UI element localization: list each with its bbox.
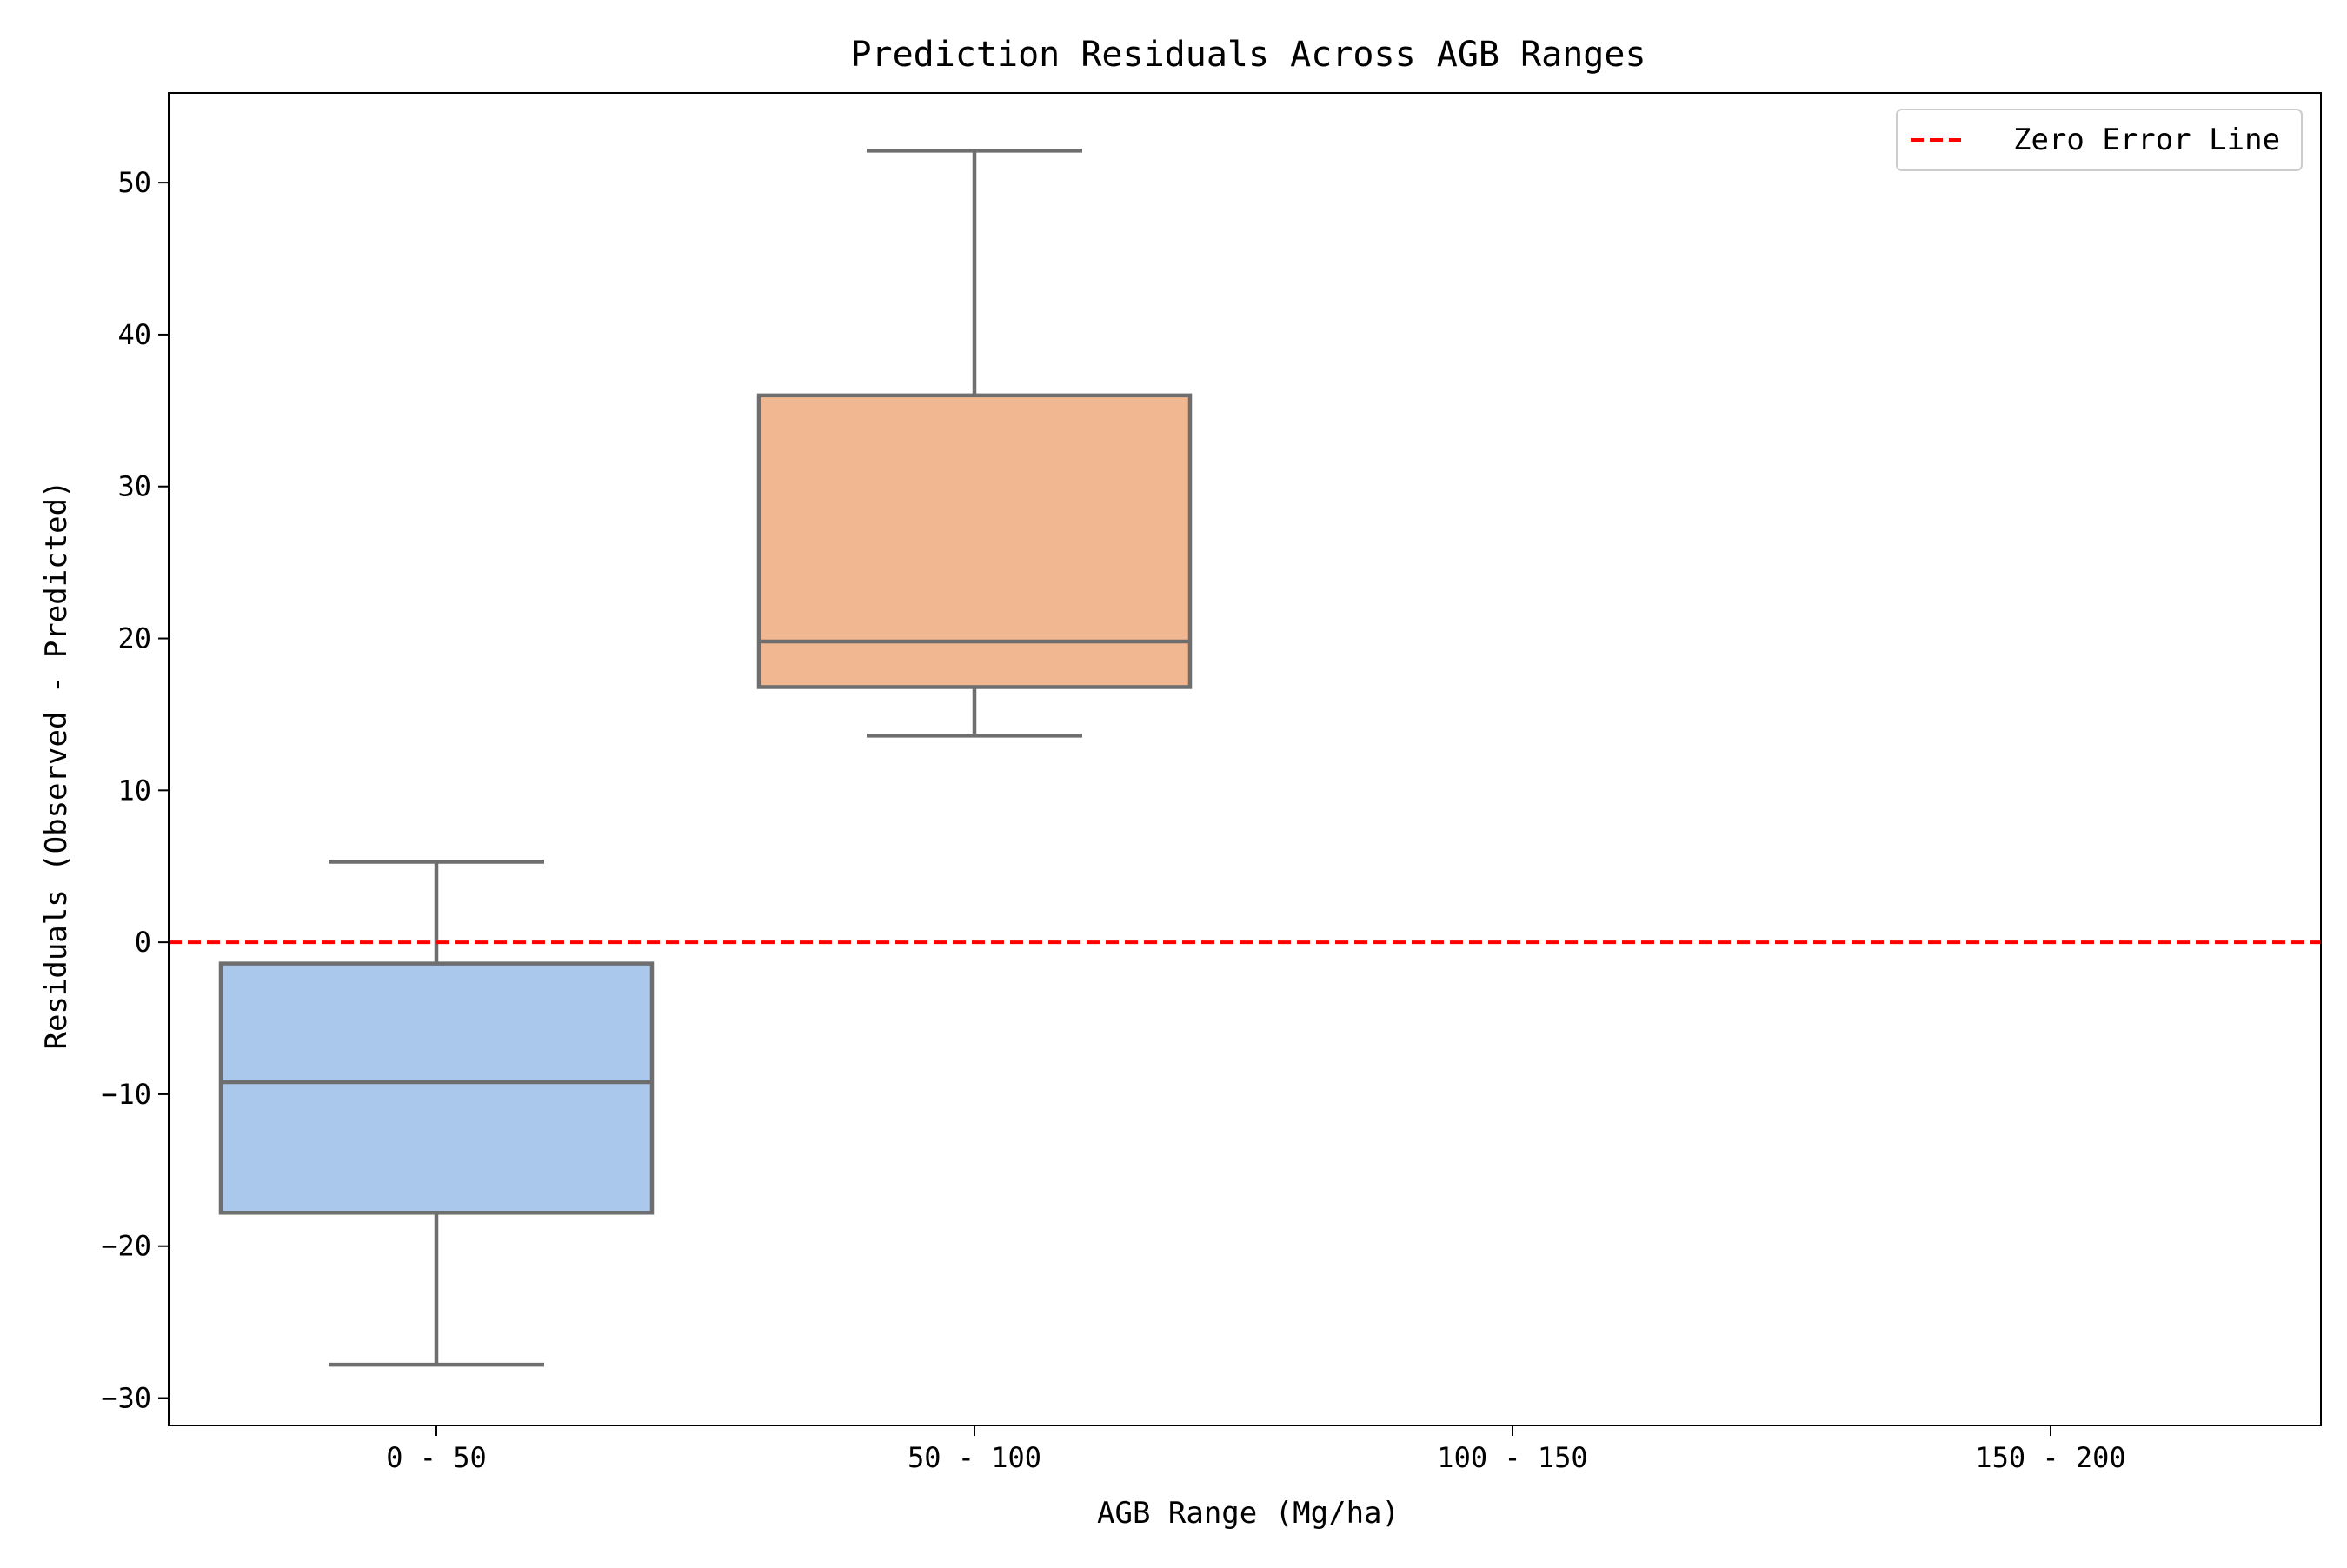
- legend-frame: [1896, 109, 2303, 171]
- x-tick-label: 150 - 200: [1975, 1441, 2125, 1474]
- x-axis-label: AGB Range (Mg/ha): [1097, 1496, 1400, 1531]
- box-iqr: [756, 393, 1193, 689]
- box-iqr: [218, 961, 655, 1215]
- plot-frame: [168, 92, 2322, 1426]
- y-tick-label: 10: [117, 774, 151, 807]
- y-tick-label: 20: [117, 622, 151, 655]
- legend-label: Zero Error Line: [2013, 123, 2280, 157]
- legend: Zero Error Line: [1896, 109, 2303, 171]
- y-tick-label: 0: [135, 926, 151, 959]
- x-tick-label: 0 - 50: [386, 1441, 487, 1474]
- y-tick-label: −20: [101, 1230, 151, 1263]
- box-group-1: [218, 860, 655, 1367]
- x-tick-label: 100 - 150: [1437, 1441, 1587, 1474]
- chart-title: Prediction Residuals Across AGB Ranges: [850, 35, 1646, 75]
- y-tick-label: 40: [117, 318, 151, 351]
- y-tick-label: −30: [101, 1382, 151, 1415]
- plot-area: −30 −20 −10 0 10 20 30 40 50 0 - 50 50 - 100 100 - …: [101, 92, 2322, 1474]
- y-tick-label: −10: [101, 1078, 151, 1111]
- y-tick-label: 30: [117, 470, 151, 503]
- y-tick-label: 50: [117, 166, 151, 199]
- y-axis-label: Residuals (Observed - Predicted): [39, 480, 74, 1049]
- box-group-2: [756, 149, 1193, 738]
- x-tick-label: 50 - 100: [908, 1441, 1041, 1474]
